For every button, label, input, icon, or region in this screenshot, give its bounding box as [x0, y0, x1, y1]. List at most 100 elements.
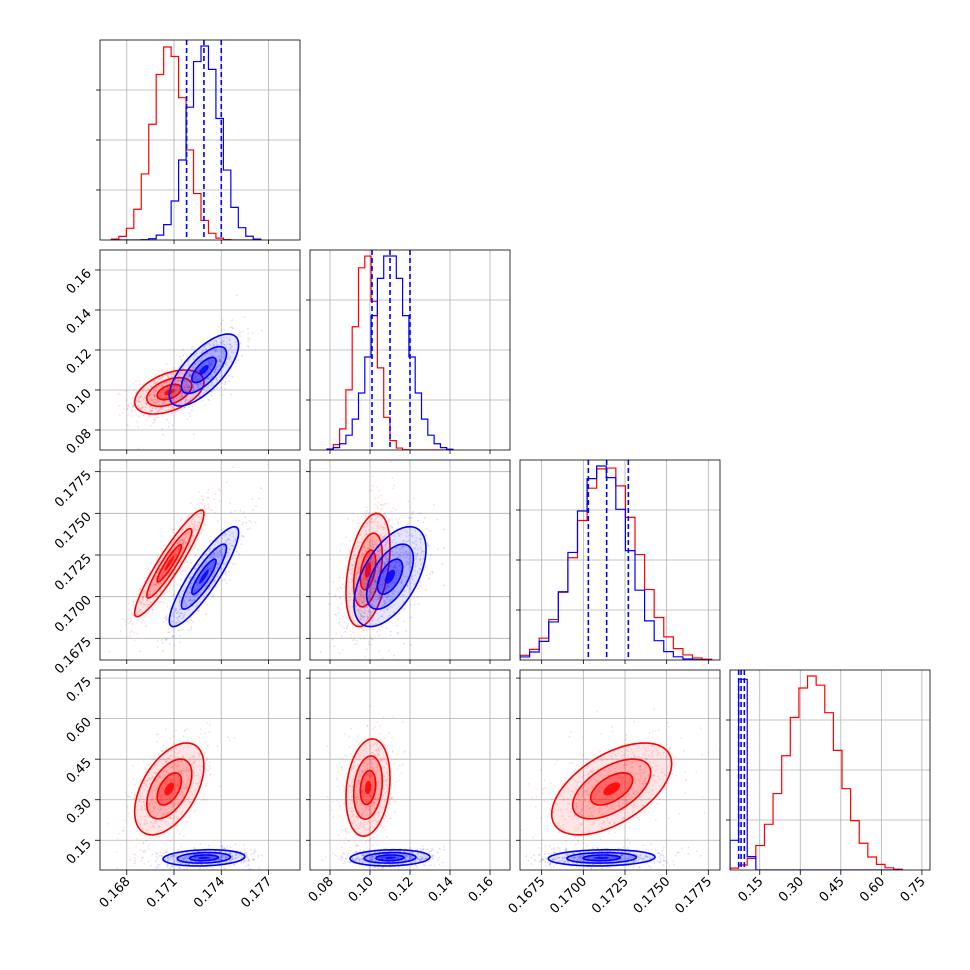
scatter-point — [411, 534, 414, 537]
scatter-point — [194, 568, 197, 570]
scatter-point — [149, 395, 152, 398]
scatter-point — [173, 788, 175, 791]
scatter-point — [211, 565, 214, 567]
scatter-point — [182, 569, 184, 572]
scatter-point — [247, 863, 249, 866]
scatter-point — [179, 600, 181, 602]
scatter-point — [141, 792, 144, 795]
scatter-point — [151, 608, 154, 611]
scatter-point — [205, 390, 208, 393]
scatter-point — [365, 584, 368, 587]
scatter-point — [175, 729, 177, 732]
scatter-point — [253, 852, 255, 855]
scatter-point — [178, 542, 180, 545]
scatter-point — [443, 547, 445, 549]
panel-2-1 — [310, 460, 510, 660]
scatter-point — [374, 576, 377, 579]
scatter-point — [162, 785, 165, 788]
scatter-point — [150, 585, 152, 587]
scatter-point — [207, 378, 210, 380]
scatter-point — [369, 636, 372, 639]
scatter-point — [196, 521, 199, 524]
scatter-point — [376, 576, 379, 578]
scatter-point — [142, 414, 144, 417]
scatter-point — [192, 755, 195, 758]
scatter-point — [176, 781, 179, 784]
scatter-point — [175, 554, 177, 557]
scatter-point — [204, 785, 207, 787]
scatter-point — [166, 605, 169, 608]
scatter-point — [176, 617, 179, 620]
scatter-point — [200, 351, 203, 353]
scatter-point — [368, 640, 370, 643]
scatter-point — [178, 596, 181, 599]
scatter-point — [143, 580, 146, 583]
scatter-point — [184, 399, 187, 402]
scatter-point — [163, 770, 165, 773]
scatter-point — [173, 556, 176, 559]
scatter-point — [174, 568, 177, 571]
scatter-point — [186, 766, 189, 769]
scatter-point — [208, 730, 211, 733]
scatter-point — [174, 554, 177, 557]
scatter-point — [399, 553, 401, 556]
scatter-point — [165, 381, 168, 384]
scatter-point — [153, 394, 156, 397]
scatter-point — [187, 561, 189, 563]
scatter-point — [183, 602, 186, 605]
scatter-point — [184, 406, 186, 408]
scatter-point — [154, 381, 157, 384]
scatter-point — [210, 567, 213, 570]
scatter-point — [181, 392, 184, 395]
scatter-point — [424, 535, 427, 537]
scatter-point — [372, 540, 374, 543]
scatter-point — [400, 581, 403, 584]
scatter-point — [419, 558, 422, 561]
scatter-point — [165, 760, 168, 763]
scatter-point — [182, 767, 185, 770]
scatter-point — [376, 553, 379, 556]
scatter-point — [381, 507, 384, 509]
scatter-point — [212, 581, 215, 584]
scatter-point — [171, 595, 174, 597]
scatter-point — [229, 539, 231, 541]
scatter-point — [155, 575, 158, 578]
scatter-point — [376, 630, 379, 633]
scatter-point — [376, 612, 379, 614]
scatter-point — [341, 625, 343, 628]
scatter-point — [185, 390, 188, 392]
scatter-point — [180, 552, 183, 554]
scatter-point — [356, 622, 359, 625]
scatter-point — [371, 562, 374, 565]
scatter-point — [362, 593, 364, 595]
scatter-point — [210, 567, 213, 569]
scatter-point — [366, 509, 369, 512]
scatter-point — [157, 401, 159, 404]
scatter-point — [197, 584, 199, 587]
histogram-blue — [730, 678, 903, 870]
panel-2-0 — [100, 460, 300, 660]
scatter-point — [156, 400, 159, 403]
scatter-point — [158, 776, 161, 779]
scatter-point — [230, 347, 232, 350]
scatter-point — [364, 536, 366, 539]
scatter-point — [175, 811, 177, 813]
scatter-point — [156, 386, 158, 389]
scatter-point — [132, 403, 135, 406]
scatter-point — [373, 580, 376, 583]
scatter-point — [189, 587, 192, 590]
scatter-point — [151, 757, 154, 760]
scatter-point — [377, 569, 380, 572]
scatter-point — [180, 359, 183, 362]
scatter-point — [387, 586, 389, 588]
scatter-point — [192, 589, 195, 592]
scatter-point — [180, 845, 183, 848]
scatter-point — [182, 527, 185, 530]
scatter-point — [172, 593, 175, 596]
scatter-point — [143, 397, 146, 399]
scatter-point — [383, 601, 386, 603]
scatter-point — [229, 739, 231, 742]
scatter-point — [169, 583, 172, 586]
scatter-point — [333, 645, 336, 648]
scatter-point — [358, 612, 361, 614]
